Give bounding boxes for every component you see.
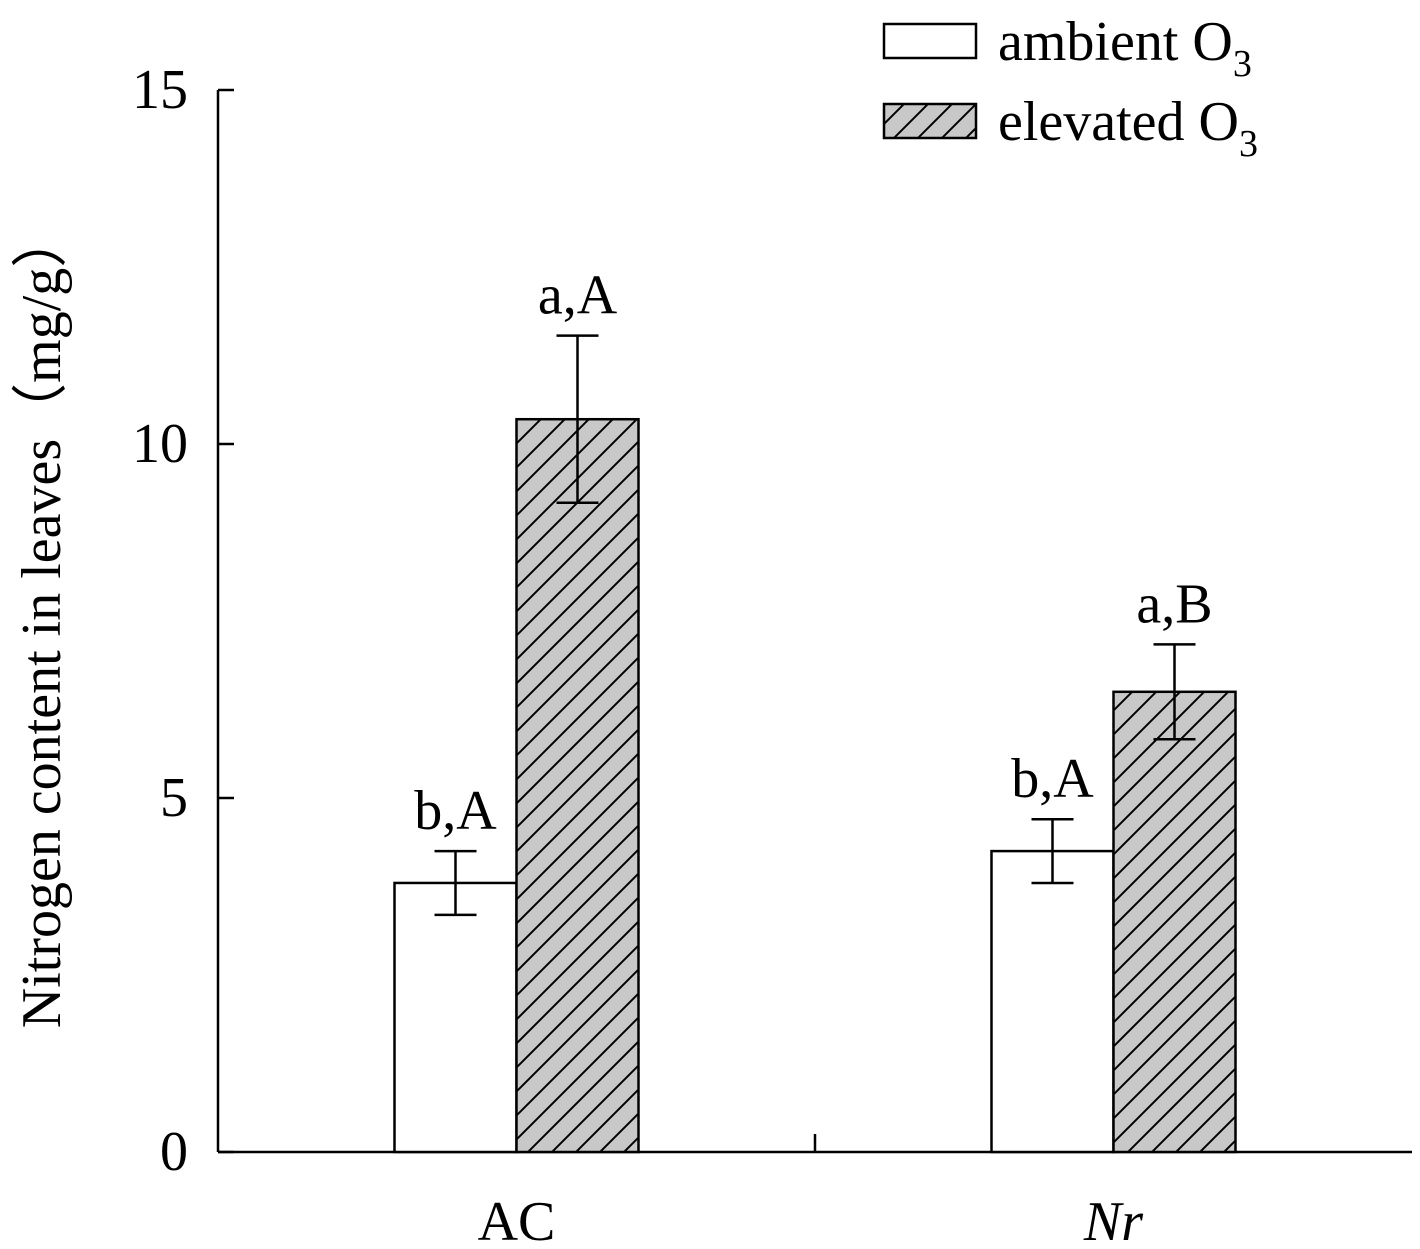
significance-labels: b,A a,A b,A a,B [414,265,1212,842]
legend-label: elevated O3 [998,91,1258,165]
y-tick-label: 0 [160,1121,188,1183]
y-tick-label: 10 [132,413,188,475]
x-category-label: AC [478,1191,556,1249]
bar [515,417,640,1154]
y-tick-label: 15 [132,59,188,121]
legend-swatch [882,22,978,60]
significance-label: a,A [538,265,618,327]
legend-label-subscript: 3 [1239,123,1258,165]
x-category-labels: AC Nr [478,1191,1144,1249]
significance-label: b,A [414,780,497,842]
y-tick-label: 5 [160,767,188,829]
significance-label: b,A [1011,748,1094,810]
y-axis-label: Nitrogen content in leaves（mg/g） [11,212,73,1028]
error-bars [434,334,1196,917]
x-category-label: Nr [1083,1191,1143,1249]
bar [393,881,518,1154]
bar [990,849,1115,1154]
bars [393,417,1237,1154]
legend-label-subscript: 3 [1233,43,1252,85]
significance-label: a,B [1136,573,1212,635]
bar [1112,690,1237,1154]
legend-label: ambient O3 [998,11,1252,85]
y-ticks: 0 5 10 15 [132,59,234,1183]
legend-swatch [882,102,978,140]
